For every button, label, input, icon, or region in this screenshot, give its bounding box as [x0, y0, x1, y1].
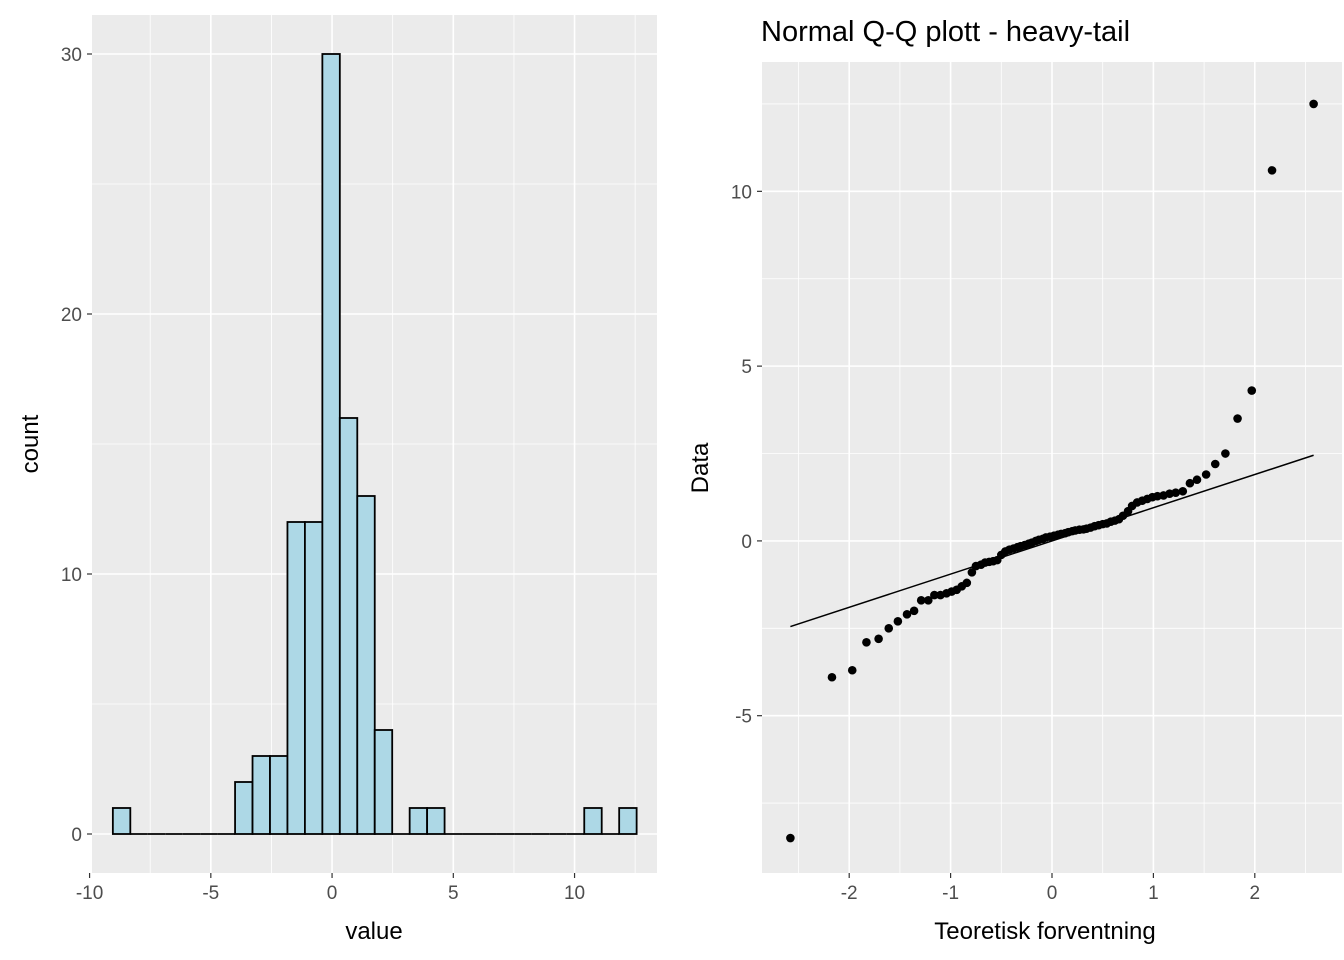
qq-point [1233, 414, 1242, 423]
histogram-y-tick-label: 30 [61, 45, 82, 66]
qq-point [848, 666, 857, 675]
qq-x-tick-label: -1 [942, 883, 959, 904]
histogram-bar [253, 756, 270, 834]
histogram-y-tick-label: 10 [61, 565, 82, 586]
qq-point [874, 634, 883, 643]
histogram-bar [619, 808, 636, 834]
qq-point [1193, 475, 1202, 484]
histogram-bar [113, 808, 130, 834]
histogram-x-tick-label: -10 [76, 883, 103, 904]
qq-plot-title: Normal Q-Q plott - heavy-tail [761, 16, 1130, 48]
histogram-bar [305, 522, 322, 834]
qq-plot-panel: Normal Q-Q plott - heavy-tail -2 -1 0 1 2 -5 0… [687, 16, 1342, 945]
qq-point [894, 617, 903, 626]
qq-point [910, 607, 919, 616]
qq-x-tick-label: 2 [1250, 883, 1261, 904]
qq-point [1247, 386, 1256, 395]
qq-x-tick-label: 0 [1047, 883, 1058, 904]
histogram-x-tick-label: 0 [327, 883, 338, 904]
qq-point [1179, 487, 1188, 496]
histogram-x-tick-label: 5 [448, 883, 459, 904]
histogram-x-axis-title: value [345, 918, 402, 945]
qq-y-tick-label: 5 [741, 357, 752, 378]
histogram-bar [235, 782, 252, 834]
qq-x-axis-title: Teoretisk forventning [934, 918, 1155, 945]
qq-y-tick-label: -5 [735, 707, 752, 728]
histogram-bar [322, 54, 339, 834]
qq-y-axis-title: Data [687, 442, 714, 493]
histogram-bar [410, 808, 427, 834]
histogram-panel: -10 -5 0 5 10 0 10 20 30 value count [17, 15, 657, 945]
histogram-bar [287, 522, 304, 834]
qq-point [1309, 100, 1318, 109]
qq-point [1211, 460, 1220, 469]
histogram-bar [270, 756, 287, 834]
qq-point [1171, 488, 1180, 497]
qq-point [1221, 449, 1230, 458]
qq-point [862, 638, 871, 647]
qq-x-tick-label: 1 [1148, 883, 1159, 904]
histogram-bar [375, 730, 392, 834]
histogram-x-tick-label: 10 [564, 883, 585, 904]
histogram-x-tick-label: -5 [202, 883, 219, 904]
histogram-y-tick-label: 20 [61, 305, 82, 326]
qq-point [884, 624, 893, 633]
qq-y-tick-label: 0 [741, 532, 752, 553]
qq-point [1202, 470, 1211, 479]
qq-point [1268, 166, 1277, 175]
qq-y-tick-label: 10 [731, 182, 752, 203]
qq-major-gridlines [762, 62, 1342, 873]
histogram-bar [340, 418, 357, 834]
qq-x-tick-label: -2 [841, 883, 858, 904]
histogram-bar [357, 496, 374, 834]
histogram-y-tick-label: 0 [71, 825, 82, 846]
qq-point [828, 673, 837, 682]
qq-point [786, 834, 795, 843]
histogram-y-axis-title: count [17, 414, 44, 473]
qq-point [963, 579, 972, 588]
histogram-bar [427, 808, 444, 834]
histogram-bar [584, 808, 601, 834]
